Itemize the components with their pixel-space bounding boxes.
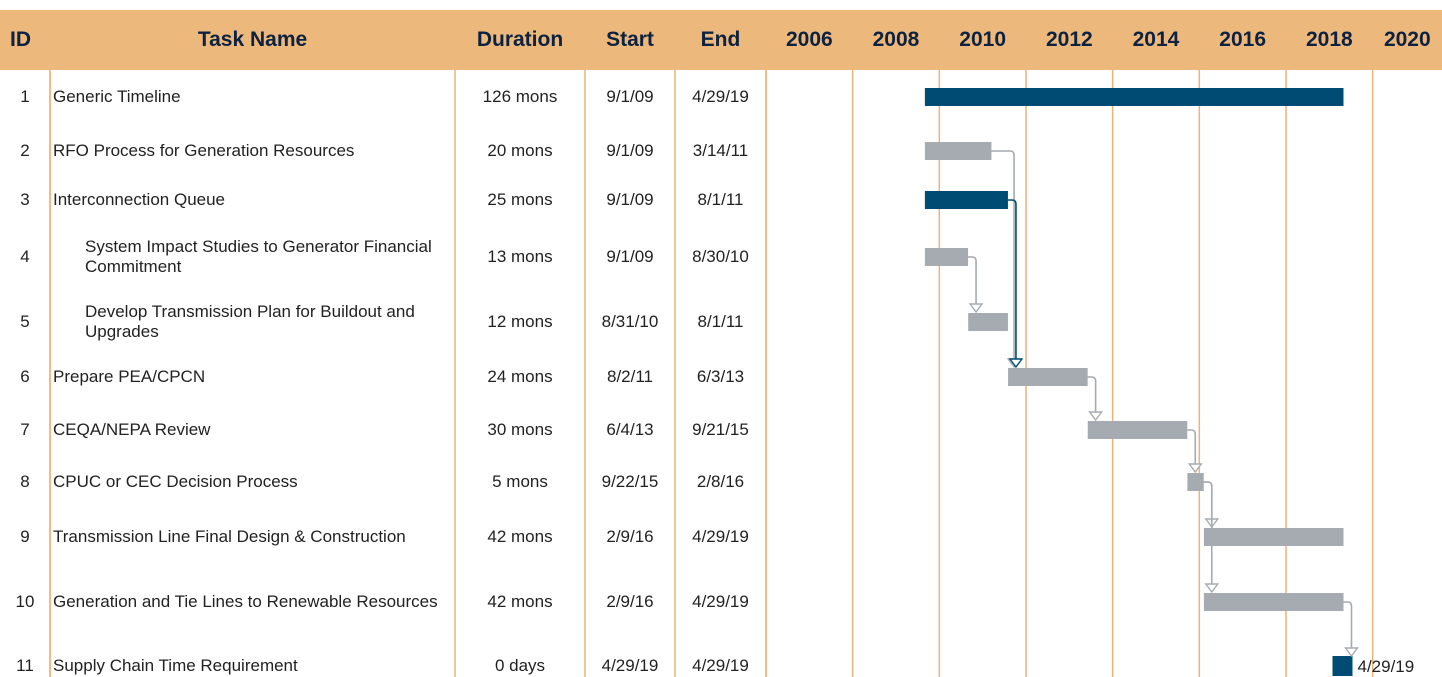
task-duration: 30 mons xyxy=(487,419,553,439)
task-start: 2/9/16 xyxy=(606,526,654,546)
task-bar xyxy=(1203,593,1344,611)
dependency-arrow xyxy=(1088,411,1104,422)
dependency-line xyxy=(991,150,1015,360)
task-duration: 20 mons xyxy=(487,140,553,160)
task-end: 6/3/13 xyxy=(696,366,745,386)
x-tick-label: 2008 xyxy=(872,28,920,52)
task-name: Generation and Tie Lines to Renewable Re… xyxy=(53,591,438,611)
task-name: Transmission Line Final Design & Constru… xyxy=(53,526,406,546)
task-start: 9/1/09 xyxy=(606,246,654,266)
task-bar xyxy=(968,313,1008,331)
dependency-line xyxy=(1203,481,1213,585)
task-bar xyxy=(1187,473,1204,491)
column-header: Task Name xyxy=(197,28,308,52)
task-name: Generic Timeline xyxy=(53,86,181,106)
task-duration: 0 days xyxy=(494,655,546,675)
column-header: Duration xyxy=(476,28,564,52)
x-tick-label: 2010 xyxy=(959,28,1007,52)
task-id: 10 xyxy=(15,591,35,611)
task-id: 6 xyxy=(20,366,30,386)
task-id: 2 xyxy=(20,140,30,160)
task-start: 9/1/09 xyxy=(606,189,654,209)
task-id: 1 xyxy=(20,86,30,106)
header-band xyxy=(0,10,1442,70)
dependency-arrow xyxy=(1204,583,1220,594)
task-end: 4/29/19 xyxy=(692,526,749,546)
dependency-line xyxy=(1203,481,1213,520)
dependency-line xyxy=(968,256,977,305)
milestone-label: 4/29/19 xyxy=(1357,657,1414,676)
dependency-arrow xyxy=(1187,463,1203,474)
task-start: 4/29/19 xyxy=(601,655,659,675)
task-bar xyxy=(924,248,969,266)
dependency-arrow xyxy=(1344,647,1359,658)
column-header: End xyxy=(700,28,741,52)
task-name: Develop Transmission Plan for Buildout a… xyxy=(85,301,415,341)
task-name: CEQA/NEPA Review xyxy=(53,419,211,439)
task-end: 4/29/19 xyxy=(692,86,749,106)
column-header: ID xyxy=(10,28,31,52)
task-bar xyxy=(924,191,1008,209)
task-name: Interconnection Queue xyxy=(53,189,226,209)
task-end: 8/1/11 xyxy=(697,311,744,331)
x-tick-label: 2012 xyxy=(1045,28,1093,52)
task-id: 7 xyxy=(20,419,30,439)
task-id: 3 xyxy=(20,189,30,209)
task-start: 8/2/11 xyxy=(606,366,653,386)
dependency-line xyxy=(1007,199,1017,360)
task-duration: 5 mons xyxy=(492,471,548,491)
task-duration: 13 mons xyxy=(487,246,553,266)
task-name: Prepare PEA/CPCN xyxy=(53,366,206,386)
task-bar xyxy=(924,142,992,160)
task-end: 4/29/19 xyxy=(692,655,749,675)
task-id: 8 xyxy=(20,471,30,491)
task-end: 2/8/16 xyxy=(696,471,745,491)
dependency-line xyxy=(1087,376,1097,413)
task-bar xyxy=(924,88,1344,106)
task-start: 2/9/16 xyxy=(606,591,654,611)
task-duration: 42 mons xyxy=(487,526,553,546)
task-bar xyxy=(1008,368,1088,386)
task-name: CPUC or CEC Decision Process xyxy=(53,471,298,491)
milestone xyxy=(1332,656,1353,676)
task-start: 9/22/15 xyxy=(601,471,659,491)
task-end: 8/30/10 xyxy=(692,246,749,266)
dependency-line xyxy=(1343,601,1353,649)
task-duration: 126 mons xyxy=(482,86,558,106)
x-tick-label: 2020 xyxy=(1383,28,1431,52)
task-start: 9/1/09 xyxy=(606,140,654,160)
task-duration: 25 mons xyxy=(487,189,553,209)
dependency-arrow xyxy=(1008,358,1024,369)
column-header: Start xyxy=(606,28,654,52)
task-end: 9/21/15 xyxy=(692,419,749,439)
task-bar xyxy=(1203,528,1344,546)
x-tick-label: 2014 xyxy=(1132,28,1180,52)
task-end: 8/1/11 xyxy=(697,189,744,209)
task-duration: 42 mons xyxy=(487,591,553,611)
task-name: Supply Chain Time Requirement xyxy=(53,655,298,675)
task-id: 9 xyxy=(20,526,30,546)
task-id: 11 xyxy=(16,655,34,675)
task-start: 8/31/10 xyxy=(601,311,659,331)
task-end: 4/29/19 xyxy=(692,591,749,611)
task-duration: 24 mons xyxy=(487,366,553,386)
x-tick-label: 2018 xyxy=(1305,28,1353,52)
x-tick-label: 2016 xyxy=(1219,28,1267,52)
task-id: 5 xyxy=(20,311,30,331)
task-start: 9/1/09 xyxy=(606,86,654,106)
dependency-arrow xyxy=(968,303,984,314)
task-name: RFO Process for Generation Resources xyxy=(53,140,355,160)
x-tick-label: 2006 xyxy=(785,28,833,52)
task-start: 6/4/13 xyxy=(606,419,654,439)
task-bar xyxy=(1087,421,1188,439)
task-end: 3/14/11 xyxy=(692,140,749,160)
dependency-line xyxy=(1187,429,1197,465)
task-id: 4 xyxy=(20,246,30,266)
task-duration: 12 mons xyxy=(487,311,553,331)
task-name: System Impact Studies to Generator Finan… xyxy=(85,236,432,276)
